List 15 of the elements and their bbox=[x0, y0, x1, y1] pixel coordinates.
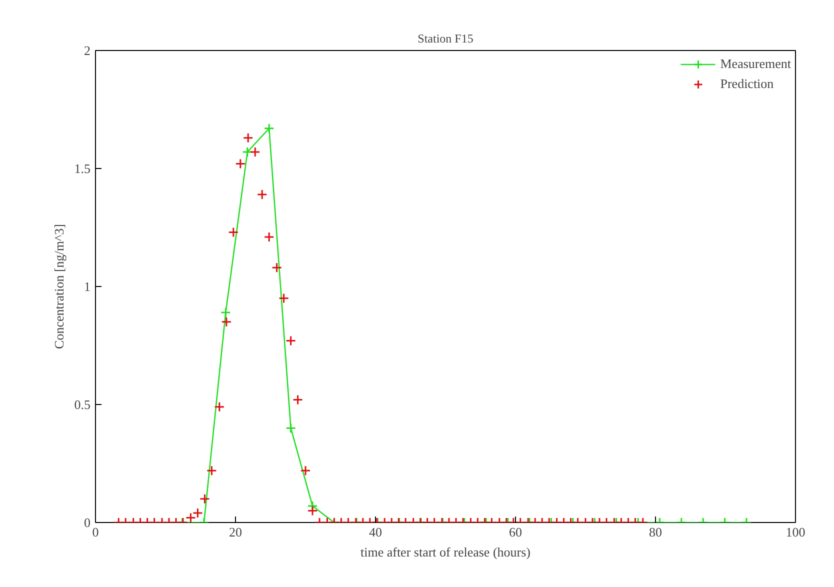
x-tick-label: 20 bbox=[229, 524, 242, 540]
legend-label: Measurement bbox=[720, 56, 791, 72]
y-tick-label: 1.5 bbox=[74, 161, 90, 176]
x-tick-label: 80 bbox=[649, 524, 662, 540]
chart-title: Station F15 bbox=[418, 32, 474, 46]
x-tick-label: 60 bbox=[509, 524, 522, 540]
x-tick-label: 100 bbox=[786, 524, 806, 540]
y-tick-label: 0.5 bbox=[74, 397, 90, 412]
legend-label: Prediction bbox=[720, 76, 774, 92]
x-axis-title: time after start of release (hours) bbox=[360, 544, 531, 560]
y-axis-title: Concentration [ng/m^3] bbox=[51, 224, 66, 349]
y-tick-label: 0 bbox=[84, 515, 90, 530]
x-tick-label: 40 bbox=[369, 524, 382, 540]
y-tick-label: 1 bbox=[84, 279, 90, 294]
y-tick-label: 2 bbox=[84, 43, 90, 58]
